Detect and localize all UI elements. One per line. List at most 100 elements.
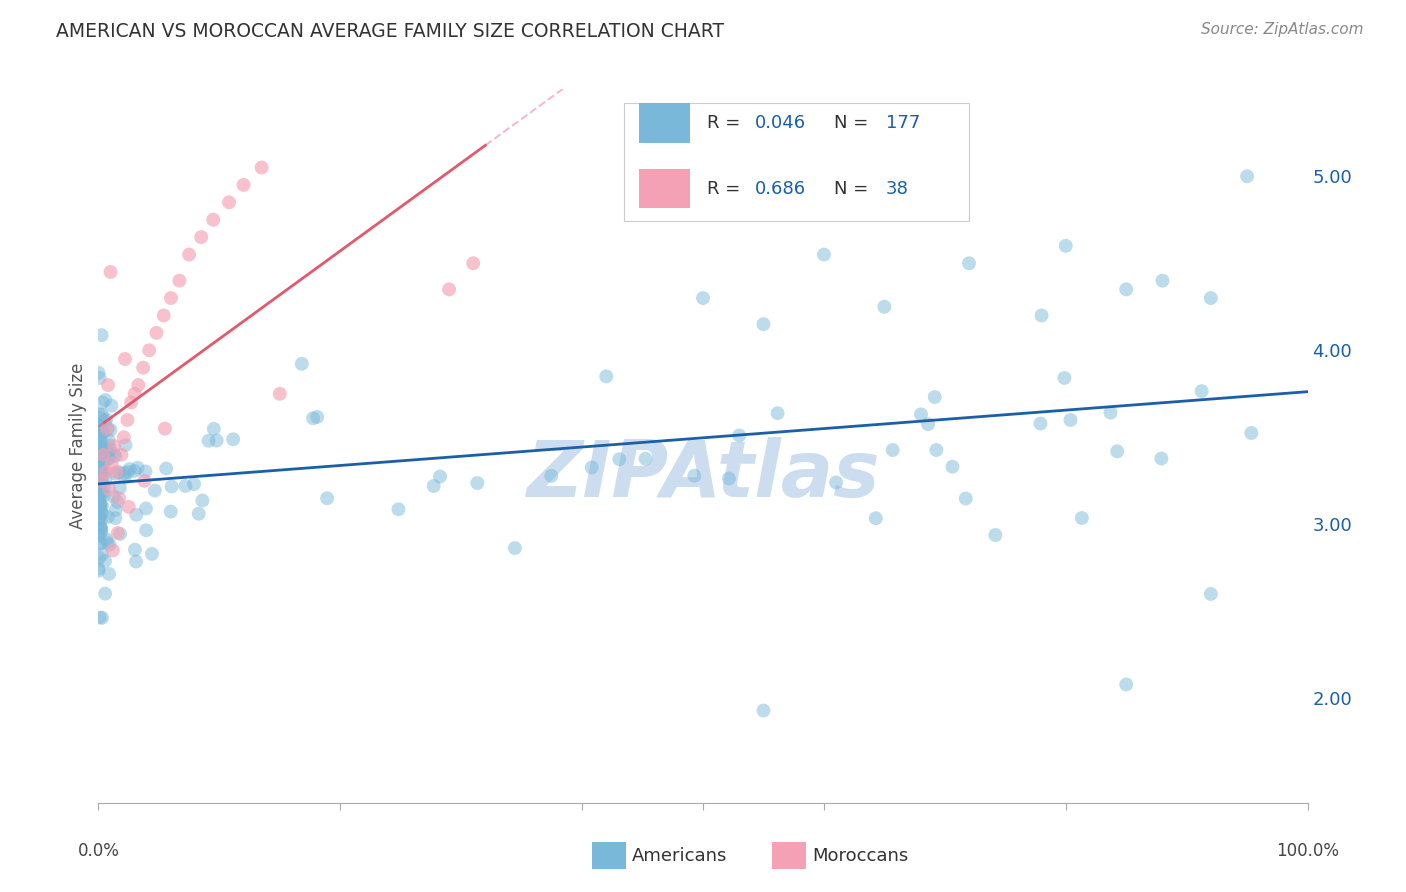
Point — [135, 523, 157, 537]
Point — [134, 474, 156, 488]
Point — [101, 543, 124, 558]
Point — [89, 517, 111, 532]
Point — [90, 467, 112, 482]
Text: 177: 177 — [886, 114, 920, 132]
Point — [187, 507, 209, 521]
Point — [155, 461, 177, 475]
Point — [540, 468, 562, 483]
Point — [141, 547, 163, 561]
Point — [90, 447, 112, 461]
Point — [152, 309, 174, 323]
Point — [607, 452, 630, 467]
Point — [90, 520, 112, 534]
Point — [581, 460, 603, 475]
Point — [98, 483, 121, 497]
Point — [1191, 384, 1213, 398]
Point — [87, 489, 110, 503]
Point — [1070, 511, 1092, 525]
Point — [717, 471, 740, 485]
Point — [87, 450, 110, 465]
Point — [96, 412, 118, 426]
Point — [1236, 169, 1258, 184]
Point — [108, 481, 131, 495]
Point — [89, 371, 111, 385]
Point — [91, 507, 114, 521]
Point — [104, 449, 127, 463]
Point — [153, 421, 176, 435]
Point — [87, 454, 110, 468]
Point — [90, 506, 112, 520]
Point — [127, 460, 149, 475]
Text: 0.046: 0.046 — [755, 114, 806, 132]
Point — [90, 408, 112, 422]
Text: 100.0%: 100.0% — [1277, 842, 1339, 860]
Point — [134, 465, 156, 479]
Point — [89, 504, 111, 518]
Point — [87, 481, 110, 495]
Point — [91, 425, 114, 440]
Point — [1059, 413, 1081, 427]
Point — [93, 455, 115, 469]
Point — [766, 406, 789, 420]
Point — [135, 501, 157, 516]
Point — [107, 526, 129, 541]
Point — [110, 448, 132, 462]
Point — [197, 434, 219, 448]
Point — [93, 480, 115, 494]
Point — [957, 256, 980, 270]
Point — [91, 483, 114, 497]
Point — [429, 469, 451, 483]
Point — [132, 360, 155, 375]
Point — [97, 438, 120, 452]
Point — [96, 533, 118, 547]
Text: Americans: Americans — [631, 847, 727, 864]
Point — [89, 441, 111, 455]
Point — [97, 378, 120, 392]
Point — [87, 477, 110, 491]
Point — [94, 465, 117, 479]
FancyBboxPatch shape — [638, 103, 690, 143]
Point — [114, 351, 136, 366]
Point — [87, 435, 110, 450]
Point — [97, 446, 120, 460]
Point — [813, 247, 835, 261]
Point — [94, 471, 117, 485]
Point — [124, 542, 146, 557]
Point — [89, 410, 111, 425]
Point — [1031, 309, 1053, 323]
Point — [89, 492, 111, 507]
Point — [89, 452, 111, 467]
Point — [91, 548, 114, 562]
Point — [752, 704, 775, 718]
Point — [96, 421, 118, 435]
Point — [90, 513, 112, 527]
Point — [90, 474, 112, 488]
Point — [89, 447, 111, 461]
Point — [683, 468, 706, 483]
Point — [1240, 425, 1263, 440]
Point — [179, 247, 201, 261]
Point — [90, 420, 112, 434]
Point — [94, 587, 117, 601]
Point — [98, 538, 121, 552]
Point — [89, 536, 111, 550]
FancyBboxPatch shape — [638, 169, 690, 209]
Point — [467, 476, 489, 491]
Point — [169, 274, 191, 288]
Point — [1029, 417, 1052, 431]
Point — [825, 475, 848, 490]
Text: N =: N = — [834, 114, 873, 132]
Point — [91, 450, 114, 464]
Point — [105, 465, 128, 479]
Point — [90, 476, 112, 491]
Point — [159, 505, 181, 519]
Point — [87, 486, 110, 500]
Point — [89, 510, 111, 524]
Point — [202, 422, 225, 436]
Point — [307, 409, 329, 424]
Point — [941, 459, 963, 474]
Point — [98, 451, 121, 466]
Point — [91, 611, 114, 625]
Point — [87, 493, 110, 508]
Point — [1199, 587, 1222, 601]
